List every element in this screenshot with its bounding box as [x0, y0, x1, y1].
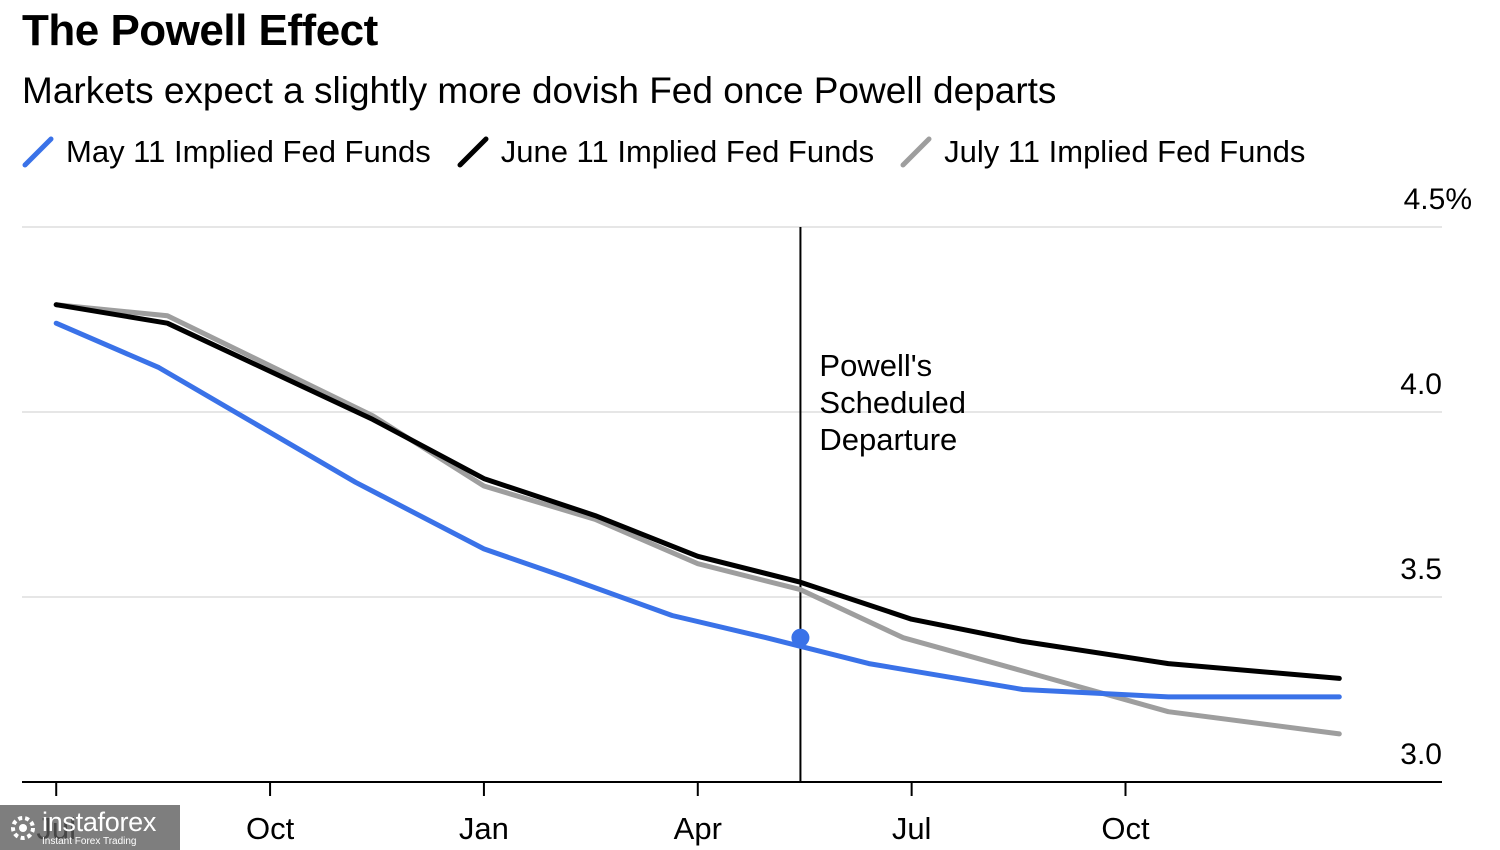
annotation-text-line: Powell's [819, 348, 932, 383]
x-tick-label: Oct [246, 811, 295, 846]
series-line-may [53, 320, 1342, 700]
legend-swatch-line-may [22, 136, 54, 168]
legend-swatch-line-july [900, 136, 932, 168]
x-tick-label: Jul [892, 811, 932, 846]
x-tick-label: Jan [459, 811, 509, 846]
legend-label-june: June 11 Implied Fed Funds [500, 134, 875, 169]
annotation-text-line: Departure [819, 422, 957, 457]
instaforex-logo-icon [11, 815, 35, 840]
legend-swatch-july [900, 136, 932, 168]
legend-item-june: June 11 Implied Fed Funds [457, 134, 874, 170]
legend-label-may: May 11 Implied Fed Funds [66, 134, 431, 169]
x-tick-label: Oct [1101, 811, 1150, 846]
x-tick-label: Apr [674, 811, 722, 846]
watermark-tagline: Instant Forex Trading [42, 835, 137, 847]
may-departure-point [791, 628, 810, 647]
y-tick-label: 4.0 [1400, 368, 1442, 401]
legend-swatch-line-june [457, 136, 489, 168]
legend-swatch-may [22, 136, 54, 168]
legend-item-may: May 11 Implied Fed Funds [22, 134, 431, 170]
legend-label-july: July 11 Implied Fed Funds [944, 134, 1306, 169]
series-line-july [53, 302, 1342, 737]
legend-item-july: July 11 Implied Fed Funds [900, 134, 1305, 170]
series-line-june [53, 302, 1342, 681]
y-tick-label: 4.5% [1404, 183, 1472, 216]
watermark-brand: instaforex [42, 806, 157, 837]
y-tick-label: 3.5 [1400, 553, 1442, 586]
annotation-text-line: Scheduled [819, 385, 966, 420]
chart-legend: May 11 Implied Fed Funds June 11 Implied… [22, 132, 1331, 172]
legend-swatch-june [457, 136, 489, 168]
chart-subtitle: Markets expect a slightly more dovish Fe… [22, 70, 1057, 111]
chart-title: The Powell Effect [22, 6, 378, 55]
y-tick-label: 3.0 [1400, 738, 1442, 771]
instaforex-watermark: instaforex Instant Forex Trading [0, 805, 180, 850]
